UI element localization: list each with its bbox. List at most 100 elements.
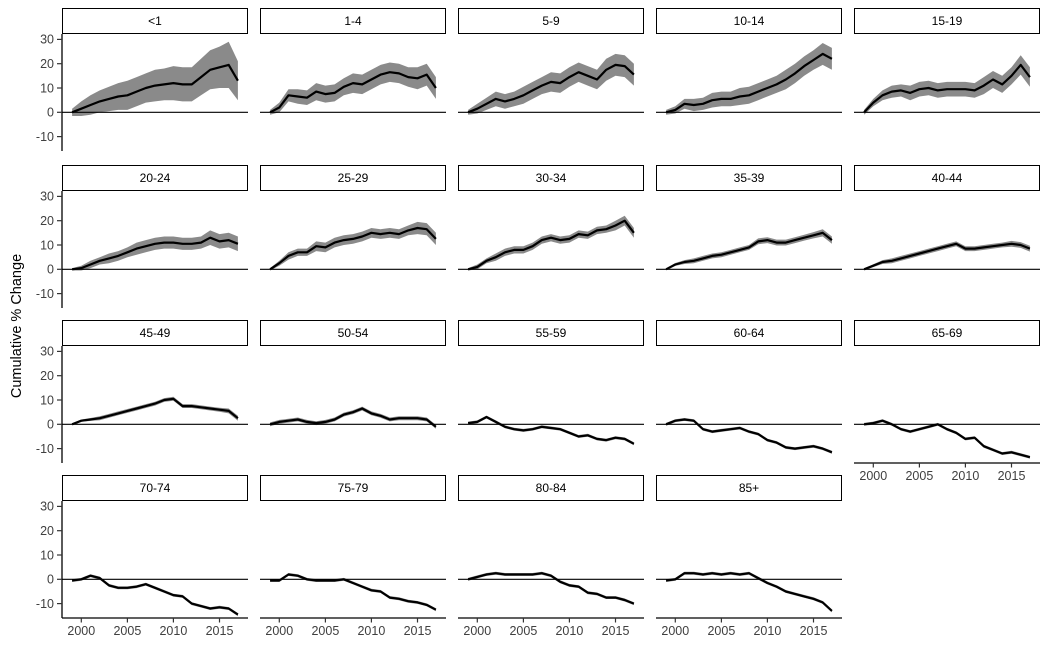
y-tick-label: -10 [36, 597, 54, 611]
y-tick-label: 10 [40, 393, 54, 407]
facet-strip-label: 10-14 [733, 14, 765, 28]
facet-strip-label: 70-74 [139, 481, 171, 495]
facet-panel [458, 215, 644, 271]
facet-panel: 2000 2005 2010 2015 [458, 571, 644, 638]
facet-strip: 60-64 [656, 320, 842, 346]
x-tick-label: 2005 [707, 624, 735, 638]
facet-strip: 40-44 [854, 165, 1040, 191]
confidence-ribbon [666, 229, 832, 271]
facet-strip: 50-54 [260, 320, 446, 346]
facet-strip-label: 85+ [738, 481, 760, 495]
y-tick-label: 30 [40, 500, 54, 514]
x-tick-label: 2015 [998, 469, 1026, 483]
facet-strip: 10-14 [656, 8, 842, 34]
trend-line [71, 397, 239, 426]
x-tick-label: 2005 [113, 624, 141, 638]
facet-panel [260, 406, 446, 429]
x-tick-label: 2005 [509, 624, 537, 638]
trend-line [269, 71, 437, 114]
x-tick-label: 2010 [555, 624, 583, 638]
x-tick-label: 2000 [67, 624, 95, 638]
x-tick-label: 2015 [602, 624, 630, 638]
facet-strip: 25-29 [260, 165, 446, 191]
y-tick-label: 0 [47, 263, 54, 277]
facet-panel: 2000 2005 2010 2015 [854, 419, 1040, 483]
trend-line [71, 63, 239, 114]
confidence-ribbon [270, 62, 436, 115]
confidence-ribbon [666, 43, 832, 115]
y-tick-label: 10 [40, 81, 54, 95]
facet-strip: <1 [62, 8, 248, 34]
trend-line [71, 236, 239, 271]
facet-strip-label: 50-54 [337, 326, 369, 340]
y-tick-label: -10 [36, 442, 54, 456]
x-tick-label: 2005 [311, 624, 339, 638]
trend-line [467, 415, 635, 445]
facet-strip: 85+ [656, 475, 842, 501]
facet-strip-label: 75-79 [337, 481, 369, 495]
facet-panel [458, 415, 644, 446]
facet-strip: 55-59 [458, 320, 644, 346]
x-tick-label: 2000 [265, 624, 293, 638]
facet-strip: 45-49 [62, 320, 248, 346]
y-tick-label: 0 [47, 106, 54, 120]
trend-line [863, 63, 1031, 114]
facet-strip: 70-74 [62, 475, 248, 501]
trend-line [270, 573, 437, 611]
trend-line [665, 572, 833, 612]
y-tick-label: 0 [47, 573, 54, 587]
facet-strip-label: 15-19 [931, 14, 963, 28]
facet-strip-label: 65-69 [931, 326, 963, 340]
confidence-ribbon [72, 41, 238, 116]
facet-strip: 20-24 [62, 165, 248, 191]
facet-panel: 30 20 10 0 -10 [36, 345, 248, 463]
x-tick-label: 2000 [463, 624, 491, 638]
facet-panel [854, 55, 1040, 115]
facet-strip-label: 55-59 [535, 326, 567, 340]
facet-strip: 30-34 [458, 165, 644, 191]
y-tick-label: 20 [40, 369, 54, 383]
trend-line [467, 572, 635, 605]
facet-strip-label: 5-9 [542, 14, 560, 28]
y-tick-label: 10 [40, 548, 54, 562]
facet-strip: 35-39 [656, 165, 842, 191]
facet-panel [854, 240, 1040, 271]
x-tick-label: 2015 [206, 624, 234, 638]
facet-panel: 2000 2005 2010 2015 [260, 573, 446, 638]
facet-strip-label: 80-84 [535, 481, 567, 495]
facet-strip-label: 20-24 [139, 171, 171, 185]
trend-line [863, 242, 1031, 271]
y-tick-label: 30 [40, 33, 54, 47]
y-tick-label: 30 [40, 345, 54, 359]
facet-strip-label: 35-39 [733, 171, 765, 185]
x-tick-label: 2010 [753, 624, 781, 638]
x-tick-label: 2005 [905, 469, 933, 483]
facet-strip: 75-79 [260, 475, 446, 501]
trend-line [665, 418, 833, 454]
y-tick-label: -10 [36, 287, 54, 301]
facet-strip: 15-19 [854, 8, 1040, 34]
confidence-ribbon [72, 574, 238, 617]
x-tick-label: 2015 [404, 624, 432, 638]
trend-line [269, 407, 437, 428]
facet-panel [458, 53, 644, 115]
facet-strip: 5-9 [458, 8, 644, 34]
confidence-ribbon [468, 53, 634, 115]
facet-strip: 80-84 [458, 475, 644, 501]
confidence-ribbon [468, 215, 634, 271]
facet-panel [656, 43, 842, 115]
trend-line [665, 52, 833, 114]
x-tick-label: 2010 [159, 624, 187, 638]
facet-strip-label: 60-64 [733, 326, 765, 340]
facet-panel: 30 20 10 0 -10 [36, 190, 248, 308]
y-tick-label: 20 [40, 214, 54, 228]
x-tick-label: 2015 [800, 624, 828, 638]
facet-strip-label: 45-49 [139, 326, 171, 340]
x-tick-label: 2010 [357, 624, 385, 638]
y-tick-label: 20 [40, 524, 54, 538]
x-tick-label: 2000 [859, 469, 887, 483]
facet-strip-label: 1-4 [344, 14, 362, 28]
facet-strip: 65-69 [854, 320, 1040, 346]
